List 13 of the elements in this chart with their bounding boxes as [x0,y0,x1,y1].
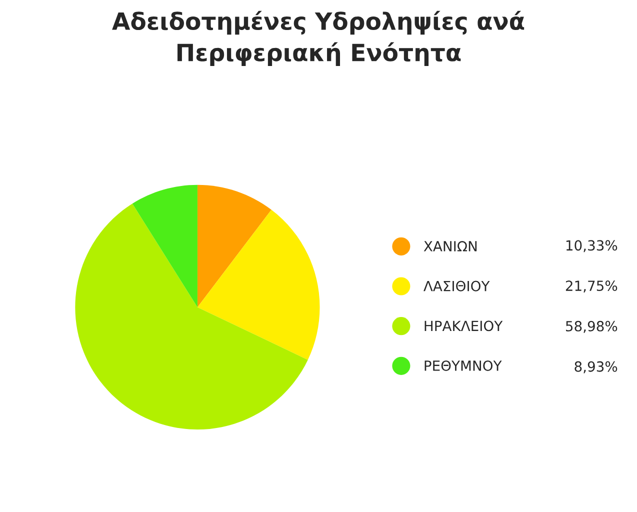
pie-slice [75,204,308,430]
pie-slice [197,184,272,308]
pie-slice [132,184,198,308]
data-label: 8,93% [574,361,618,374]
data-label: 58,98% [566,320,618,333]
legend-label: ΗΡΑΚΛΕΙΟΥ [424,320,503,332]
pie-slice [197,210,320,360]
data-label: 10,33% [566,240,618,252]
legend-label: ΛΑΣΙΘΙΟΥ [424,280,490,292]
legend-label: ΧΑΝΙΩΝ [424,241,477,252]
data-label: 21,75% [566,280,618,292]
chart-title: Αδειδοτημένες Υδροληψίες ανά Περιφεριακή Ενότητα [112,10,524,66]
legend-label: ΡΕΘΥΜΝΟΥ [424,360,502,371]
